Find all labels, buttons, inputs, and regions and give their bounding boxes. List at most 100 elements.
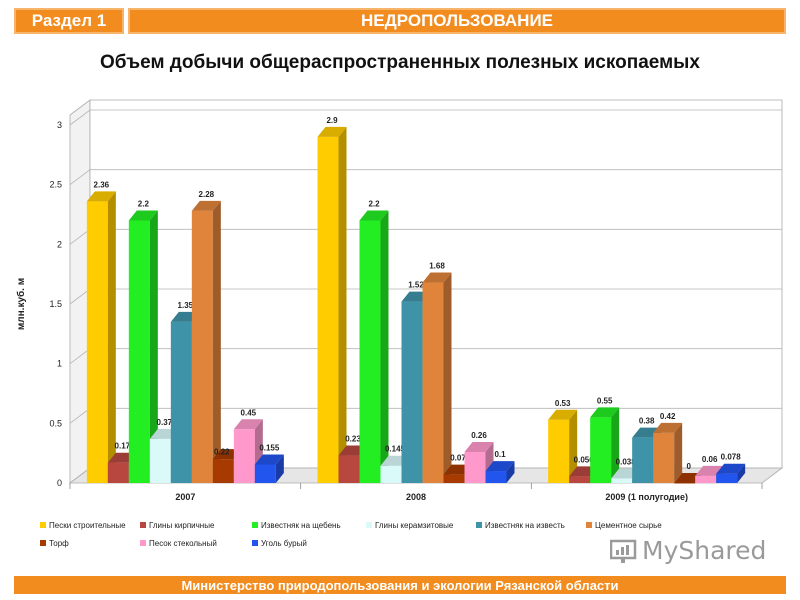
bar-side	[338, 126, 347, 483]
data-label: 0.155	[259, 444, 280, 453]
data-label: 0	[686, 462, 691, 471]
legend-swatch	[140, 522, 146, 528]
bar	[317, 136, 339, 483]
bar-top	[464, 441, 494, 452]
y-tick-label: 0	[57, 478, 62, 488]
legend-swatch	[476, 522, 482, 528]
data-label: 0.26	[471, 431, 487, 440]
bar-side	[107, 191, 116, 483]
data-label: 0.37	[157, 418, 173, 427]
bar	[653, 432, 675, 483]
bar-top	[128, 210, 158, 221]
legend-label: Известняк на щебень	[261, 521, 341, 530]
bar	[674, 483, 696, 484]
legend-label: Известняк на известь	[485, 521, 565, 530]
bar-side	[443, 272, 452, 483]
data-label: 0.38	[639, 417, 655, 426]
bar	[632, 437, 654, 483]
data-label: 0.06	[702, 455, 718, 464]
bar	[485, 471, 507, 483]
bar-top	[359, 210, 389, 221]
bar-top	[233, 419, 263, 430]
bar-side	[611, 407, 620, 483]
bar-top	[254, 454, 284, 465]
gridline	[69, 109, 782, 126]
bar	[338, 455, 360, 483]
y-tick-label: 1.5	[49, 299, 62, 309]
data-label: 0.45	[241, 408, 257, 417]
bar-top	[485, 461, 515, 472]
bar-top	[86, 191, 116, 202]
legend-swatch	[586, 522, 592, 528]
bar-side	[674, 422, 683, 483]
bar	[569, 476, 591, 483]
bar-top	[422, 272, 452, 283]
footer-banner: Министерство природопользования и эколог…	[14, 576, 786, 594]
legend-label: Пески строительные	[49, 521, 126, 530]
legend-swatch	[140, 540, 146, 546]
bar	[443, 474, 465, 483]
chart-title: Объем добычи общераспространенных полезн…	[100, 52, 700, 73]
section-badge: Раздел 1	[14, 8, 124, 34]
gridline	[69, 169, 782, 185]
legend-label: Песок стекольный	[149, 539, 217, 548]
bar	[716, 473, 738, 483]
x-tick-label: 2008	[406, 492, 426, 502]
legend-label: Торф	[49, 539, 69, 548]
data-label: 2.36	[94, 180, 110, 189]
footer-text: Министерство природопользования и эколог…	[181, 577, 619, 593]
bar	[212, 459, 234, 483]
data-label: 1.35	[178, 301, 194, 310]
data-label: 0.1	[494, 450, 506, 459]
bar	[107, 462, 129, 483]
legend-swatch	[40, 522, 46, 528]
x-tick-label: 2009 (1 полугодие)	[605, 492, 688, 502]
topic-label: НЕДРОПОЛЬЗОВАНИЕ	[361, 11, 553, 30]
data-label: 0.038	[616, 457, 637, 466]
bar	[254, 464, 276, 483]
legend-swatch	[252, 522, 258, 528]
data-label: 2.28	[199, 190, 215, 199]
bar-top	[590, 407, 620, 418]
data-label: 0.23	[345, 435, 361, 444]
bar	[233, 429, 255, 483]
bar-side	[275, 454, 284, 483]
data-label: 0.17	[115, 442, 131, 451]
y-tick-label: 0.5	[49, 418, 62, 428]
bar	[380, 465, 402, 483]
y-tick-label: 2.5	[49, 180, 62, 190]
data-label: 0.55	[597, 396, 613, 405]
bar	[149, 438, 171, 483]
bar-side	[149, 210, 158, 483]
data-label: 1.68	[429, 262, 445, 271]
legend-swatch	[252, 540, 258, 546]
bar-side	[212, 200, 221, 484]
bar-top	[548, 409, 578, 420]
legend-label: Уголь бурый	[261, 539, 307, 548]
bar-top	[716, 463, 746, 474]
data-label: 1.52	[408, 281, 424, 290]
bar	[128, 220, 150, 483]
y-tick-label: 1	[57, 359, 62, 369]
bar	[590, 417, 612, 483]
data-label: 2.2	[138, 199, 150, 208]
bar	[359, 220, 381, 483]
bar	[86, 201, 108, 483]
data-label: 0.22	[214, 448, 230, 457]
legend-label: Глины керамзитовые	[375, 521, 454, 530]
data-label: 0.53	[555, 399, 571, 408]
y-axis-label: млн.куб. м	[15, 278, 27, 330]
bar-side	[506, 461, 515, 483]
bar	[611, 478, 633, 483]
data-label: 0.42	[660, 412, 676, 421]
legend-swatch	[40, 540, 46, 546]
bar-side	[569, 409, 578, 483]
topic-banner: НЕДРОПОЛЬЗОВАНИЕ	[128, 8, 786, 34]
data-label: 2.2	[368, 199, 380, 208]
y-tick-label: 3	[57, 120, 62, 130]
bar	[548, 419, 570, 483]
legend-label: Глины кирпичные	[149, 521, 215, 530]
bar	[401, 301, 423, 483]
bar-top	[317, 126, 347, 137]
myshared-logo-icon	[610, 539, 637, 563]
